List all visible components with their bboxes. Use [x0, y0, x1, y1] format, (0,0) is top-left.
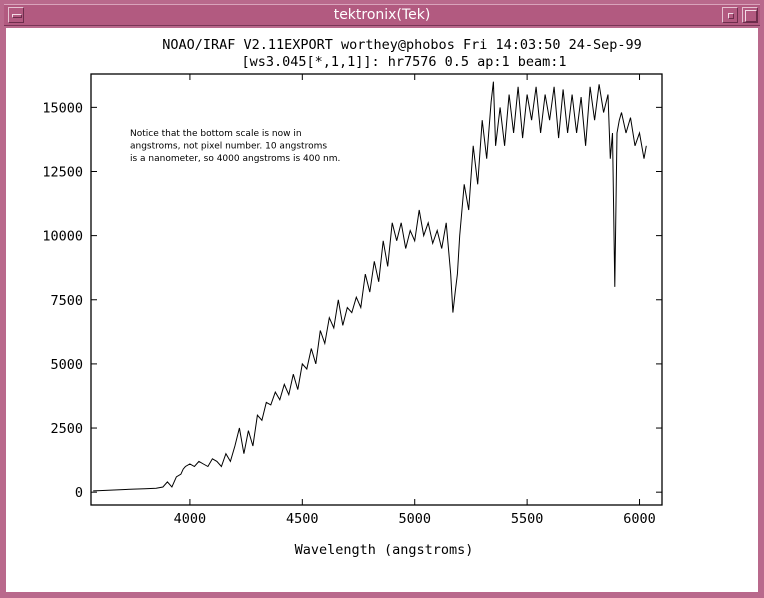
annotation-line-1: angstroms, not pixel number. 10 angstrom…: [130, 142, 327, 152]
window-title: tektronix(Tek): [333, 7, 431, 23]
y-tick-label-1: 2500: [50, 421, 83, 437]
plot-axes: 4000 4500 5000 5500 6000 0 2500 5000 7500 10000 12…: [42, 73, 663, 527]
x-tick-label-4: 6000: [623, 511, 656, 527]
plot-canvas: NOAO/IRAF V2.11EXPORT worthey@phobos Fri…: [6, 28, 758, 592]
y-tick-label-5: 12500: [42, 164, 83, 180]
spectrum-chart: NOAO/IRAF V2.11EXPORT worthey@phobos Fri…: [42, 37, 663, 558]
window-menu-icon: [12, 14, 22, 18]
chart-title: NOAO/IRAF V2.11EXPORT worthey@phobos Fri…: [162, 37, 642, 53]
maximize-icon: [745, 10, 757, 22]
annotation-line-0: Notice that the bottom scale is now in: [130, 129, 302, 139]
y-tick-label-0: 0: [75, 485, 83, 501]
x-axis-label: Wavelength (angstroms): [295, 542, 474, 558]
x-tick-label-1: 4500: [286, 511, 319, 527]
spectrum-line-0: [93, 81, 647, 492]
maximize-button[interactable]: [742, 7, 758, 23]
plot-frame: [90, 73, 663, 506]
y-tick-label-3: 7500: [50, 293, 83, 309]
annotation-line-2: is a nanometer, so 4000 angstroms is 400…: [130, 154, 340, 164]
window-menu-button[interactable]: [8, 7, 24, 23]
y-tick-label-2: 5000: [50, 357, 83, 373]
y-tick-label-6: 15000: [42, 100, 83, 116]
chart-annotation: Notice that the bottom scale is now in an…: [130, 129, 340, 164]
minimize-button[interactable]: [722, 7, 738, 23]
y-tick-label-4: 10000: [42, 229, 83, 245]
window-titlebar[interactable]: tektronix(Tek): [4, 4, 760, 26]
minimize-icon: [728, 13, 734, 19]
chart-subtitle: [ws3.045[*,1,1]]: hr7576 0.5 ap:1 beam:1: [241, 54, 566, 70]
x-tick-label-2: 5000: [398, 511, 431, 527]
x-tick-label-0: 4000: [174, 511, 207, 527]
x-tick-label-3: 5500: [511, 511, 544, 527]
